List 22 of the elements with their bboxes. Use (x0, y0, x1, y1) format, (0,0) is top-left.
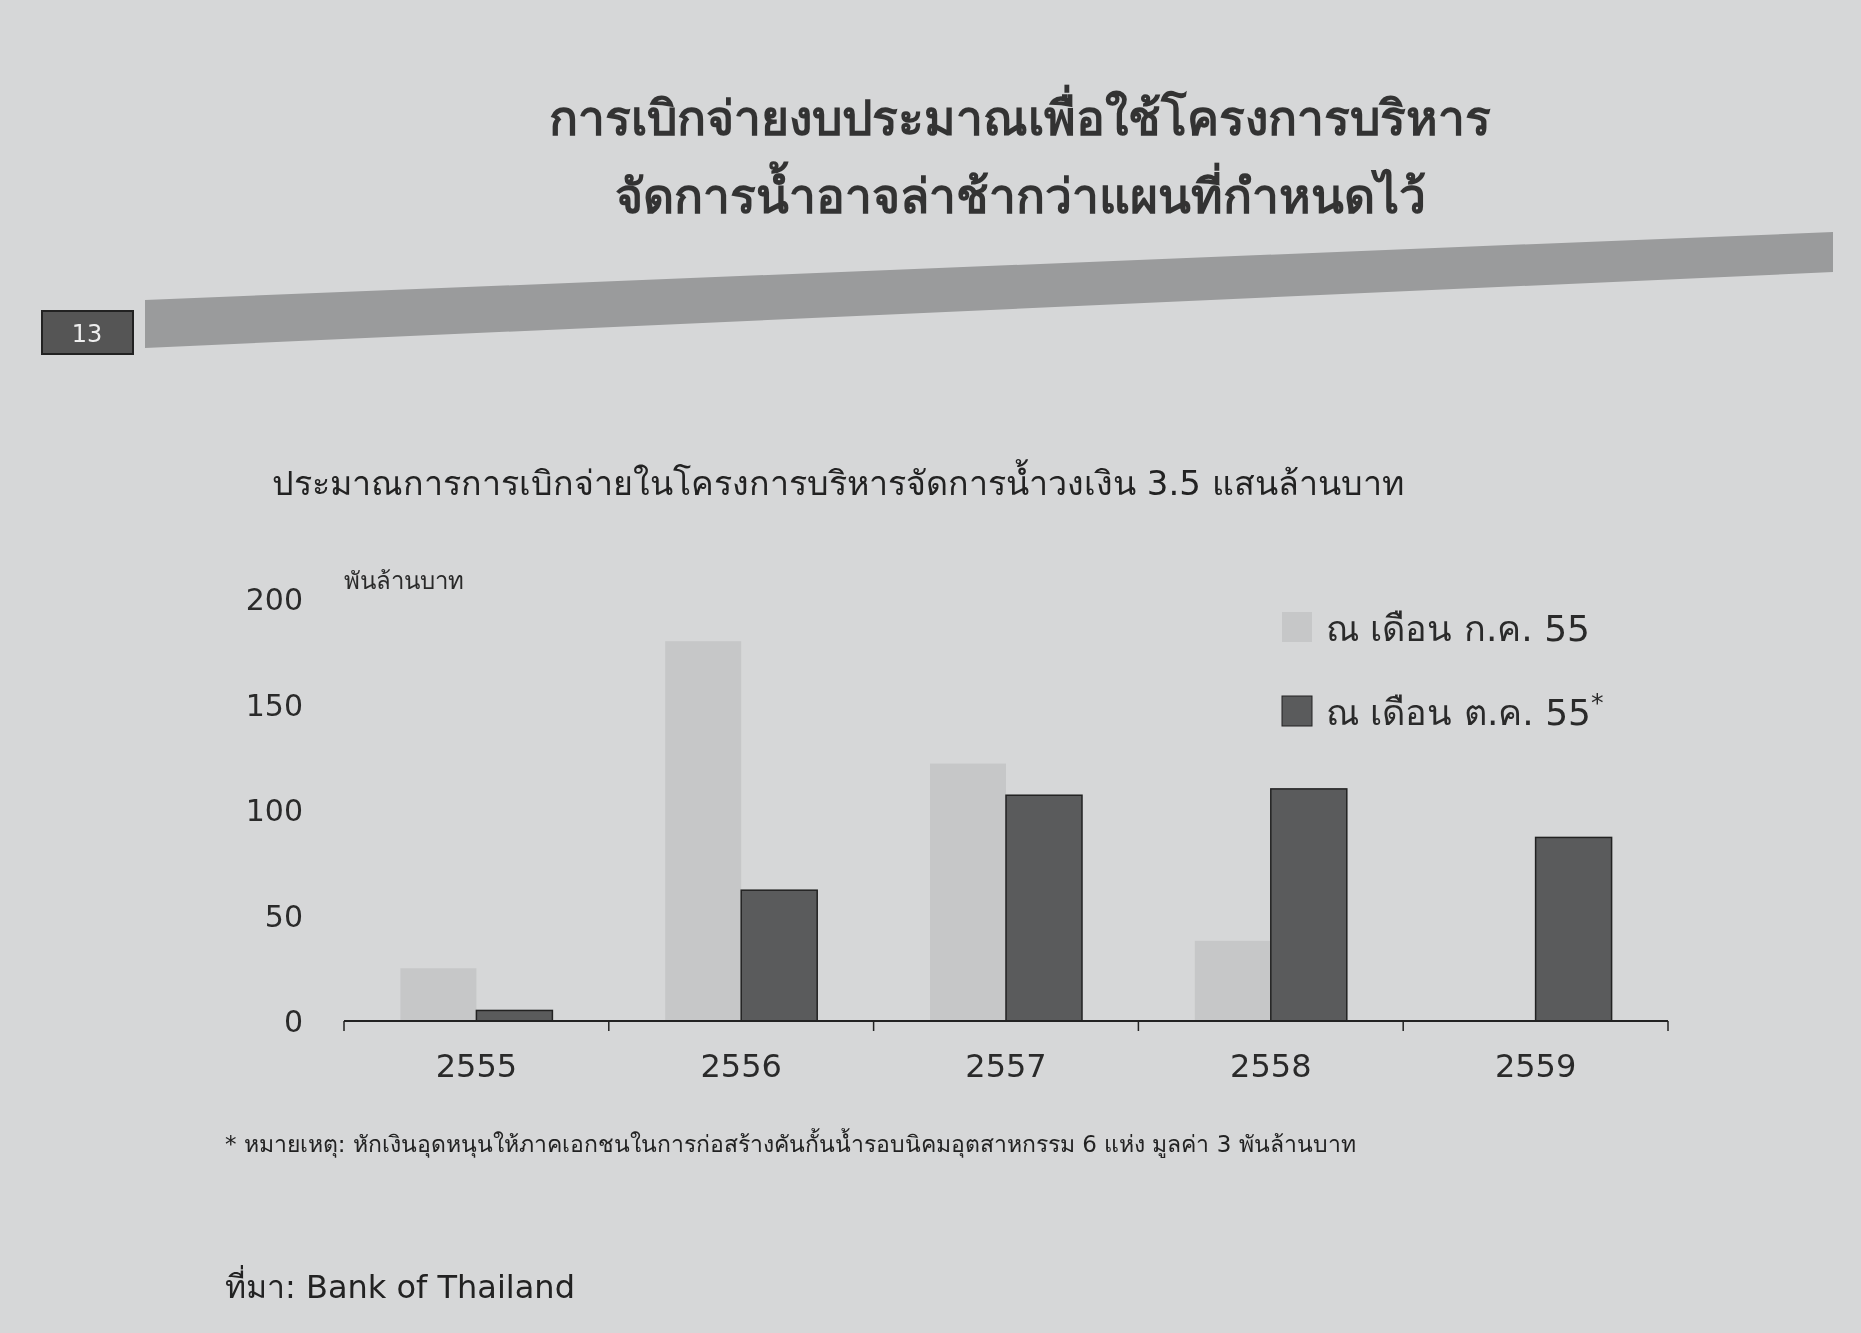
y-tick-label: 100 (245, 793, 303, 828)
x-tick-label: 2556 (700, 1047, 782, 1085)
text: ที่มา: Bank of Thailand (225, 1265, 575, 1306)
bar (665, 641, 742, 1021)
bar (400, 968, 477, 1021)
y-tick-label: 150 (245, 687, 303, 723)
y-axis-title: พันล้านบาท (344, 567, 464, 595)
x-tick-label: 2555 (435, 1047, 518, 1085)
y-tick-label: 0 (283, 1004, 303, 1039)
x-tick-label: 2558 (1230, 1047, 1312, 1085)
chart-subtitle: ประมาณการการเบิกจ่ายในโครงการบริหารจัดการน้ำวงเงิน 3.5 แสนล้านบาท (272, 459, 1404, 503)
bar (1194, 940, 1271, 1021)
text: * หมายเหตุ: หักเงินอุดหนุนให้ภาคเอกชนในการก่อสร้างคันกั้นน้ำรอบนิคมอุตสาหกรรม 6 แห่ง มูลค่า 3 พันล้านบาท (225, 1128, 1356, 1158)
legend-label: ณ เดือน ก.ค. 55 (1326, 608, 1591, 649)
x-tick-label: 2557 (965, 1047, 1047, 1085)
x-tick-label: 2559 (1494, 1047, 1577, 1085)
legend-label: ณ เดือน ต.ค. 55$^{*}$ (1326, 687, 1604, 733)
chart-title: การเบิกจ่ายงบประมาณเพื่อใช้โครงการบริหาร จัดการน้ำอาจล่าช้ากว่าแผนที่กำหนดไว้ (549, 84, 1491, 224)
y-tick-label: 50 (264, 898, 303, 934)
bar (930, 763, 1006, 1021)
text: 13 (71, 320, 103, 348)
y-tick-label: 200 (245, 582, 303, 617)
